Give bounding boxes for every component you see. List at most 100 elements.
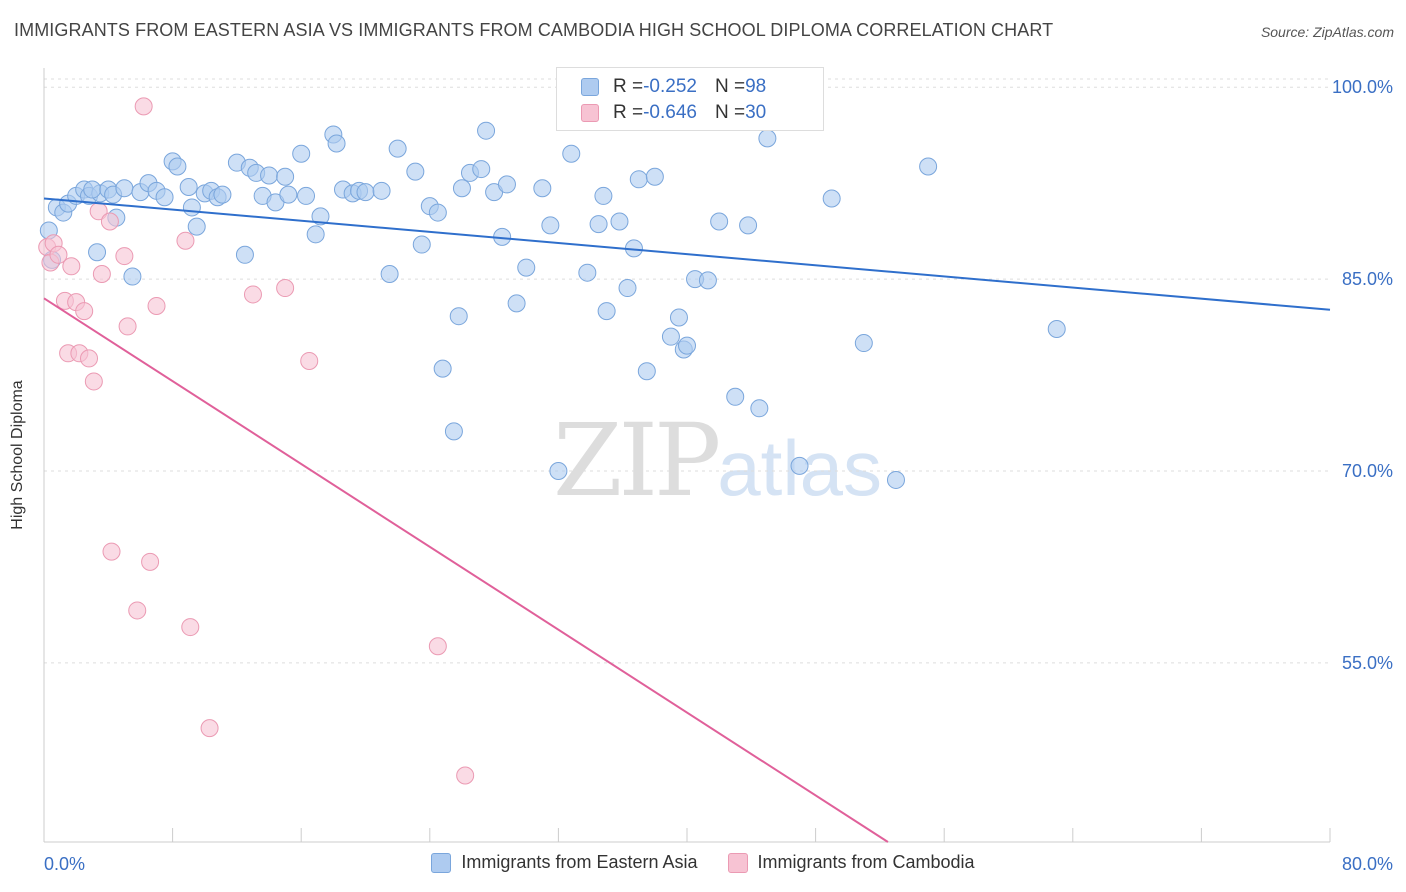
data-point-eastern-asia <box>179 177 198 196</box>
data-point-eastern-asia <box>597 302 616 321</box>
data-point-eastern-asia <box>187 217 206 236</box>
data-point-eastern-asia <box>497 175 516 194</box>
data-point-eastern-asia <box>388 139 407 158</box>
data-point-eastern-asia <box>533 179 552 198</box>
data-point-eastern-asia <box>380 264 399 283</box>
data-point-eastern-asia <box>710 212 729 231</box>
watermark-zip: ZIP <box>553 402 721 519</box>
data-point-cambodia <box>134 97 153 116</box>
data-point-cambodia <box>75 302 94 321</box>
legend-item-eastern-asia[interactable]: Immigrants from Eastern Asia <box>431 852 698 873</box>
data-point-eastern-asia <box>83 180 102 199</box>
data-point-eastern-asia <box>372 181 391 200</box>
data-point-eastern-asia <box>88 243 107 262</box>
data-point-eastern-asia <box>412 235 431 254</box>
data-point-eastern-asia <box>292 144 311 163</box>
data-point-cambodia <box>49 245 68 264</box>
data-point-eastern-asia <box>517 258 536 277</box>
data-point-cambodia <box>92 264 111 283</box>
data-point-eastern-asia <box>297 186 316 205</box>
data-point-eastern-asia <box>669 308 688 327</box>
data-point-eastern-asia <box>562 144 581 163</box>
data-point-cambodia <box>141 552 160 571</box>
data-point-cambodia <box>115 247 134 266</box>
data-point-eastern-asia <box>168 157 187 176</box>
n-label: N = <box>714 76 746 97</box>
y-tick-label: 70.0% <box>1342 461 1393 481</box>
data-point-cambodia <box>181 618 200 637</box>
data-point-eastern-asia <box>645 167 664 186</box>
data-point-eastern-asia <box>213 185 232 204</box>
data-point-eastern-asia <box>311 207 330 226</box>
trend-line-cambodia <box>43 297 889 843</box>
data-point-eastern-asia <box>428 203 447 222</box>
data-point-eastern-asia <box>790 456 809 475</box>
data-point-eastern-asia <box>115 179 134 198</box>
data-point-eastern-asia <box>235 245 254 264</box>
data-point-eastern-asia <box>279 185 298 204</box>
data-point-eastern-asia <box>433 359 452 378</box>
data-point-eastern-asia <box>406 162 425 181</box>
data-point-eastern-asia <box>726 387 745 406</box>
data-point-eastern-asia <box>739 216 758 235</box>
data-point-eastern-asia <box>155 188 174 207</box>
y-axis-label: High School Diploma <box>9 380 26 530</box>
data-point-eastern-asia <box>589 215 608 234</box>
data-point-eastern-asia <box>610 212 629 231</box>
data-point-cambodia <box>428 637 447 656</box>
data-point-eastern-asia <box>472 160 491 179</box>
data-point-cambodia <box>102 542 121 561</box>
data-point-cambodia <box>62 257 81 276</box>
data-point-eastern-asia <box>123 267 142 286</box>
y-tick-label: 55.0% <box>1342 653 1393 673</box>
y-tick-label: 100.0% <box>1332 77 1393 97</box>
stats-row-cambodia: R = -0.646 N = 30 <box>581 100 766 126</box>
data-point-cambodia <box>100 212 119 231</box>
data-point-eastern-asia <box>327 134 346 153</box>
data-point-eastern-asia <box>507 294 526 313</box>
blue-square-icon <box>431 852 452 873</box>
legend-item-cambodia[interactable]: Immigrants from Cambodia <box>727 852 975 873</box>
data-point-cambodia <box>200 719 219 738</box>
n-label: N = <box>714 102 746 123</box>
data-point-cambodia <box>276 279 295 298</box>
r-label: R = <box>613 102 644 123</box>
data-point-eastern-asia <box>1047 319 1066 338</box>
data-point-eastern-asia <box>306 225 325 244</box>
stats-row-eastern-asia: R = -0.252 N = 98 <box>581 74 766 100</box>
data-point-eastern-asia <box>578 263 597 282</box>
data-point-cambodia <box>80 349 99 368</box>
blue-swatch-icon <box>581 78 599 96</box>
trend-line-eastern-asia <box>43 197 1331 311</box>
x-tick-label-max: 80.0% <box>1342 854 1393 874</box>
data-point-cambodia <box>84 372 103 391</box>
watermark: ZIPatlas <box>553 402 882 519</box>
data-point-eastern-asia <box>678 336 696 355</box>
data-point-eastern-asia <box>854 334 873 353</box>
data-point-eastern-asia <box>452 179 471 198</box>
data-point-cambodia <box>456 766 475 785</box>
data-point-eastern-asia <box>549 461 568 480</box>
data-point-eastern-asia <box>919 157 938 176</box>
data-point-eastern-asia <box>594 186 613 205</box>
data-point-cambodia <box>147 296 166 315</box>
data-point-eastern-asia <box>698 271 717 290</box>
data-point-eastern-asia <box>477 121 496 140</box>
chart-title: IMMIGRANTS FROM EASTERN ASIA VS IMMIGRAN… <box>14 20 1054 40</box>
pink-swatch-icon <box>581 104 599 122</box>
data-point-cambodia <box>118 317 137 336</box>
n-value: 98 <box>745 76 767 97</box>
x-tick-label-min: 0.0% <box>44 854 85 874</box>
data-point-eastern-asia <box>541 216 560 235</box>
data-point-eastern-asia <box>758 129 777 148</box>
y-tick-label: 85.0% <box>1342 269 1393 289</box>
data-point-cambodia <box>300 351 319 370</box>
correlation-stats-box: R = -0.252 N = 98 R = -0.646 N = 30 <box>556 67 824 131</box>
data-point-eastern-asia <box>276 167 295 186</box>
data-point-eastern-asia <box>637 362 656 381</box>
data-point-eastern-asia <box>449 307 468 326</box>
r-value: -0.646 <box>643 102 697 123</box>
data-point-eastern-asia <box>182 198 201 217</box>
source-label: Source: ZipAtlas.com <box>1260 24 1394 40</box>
